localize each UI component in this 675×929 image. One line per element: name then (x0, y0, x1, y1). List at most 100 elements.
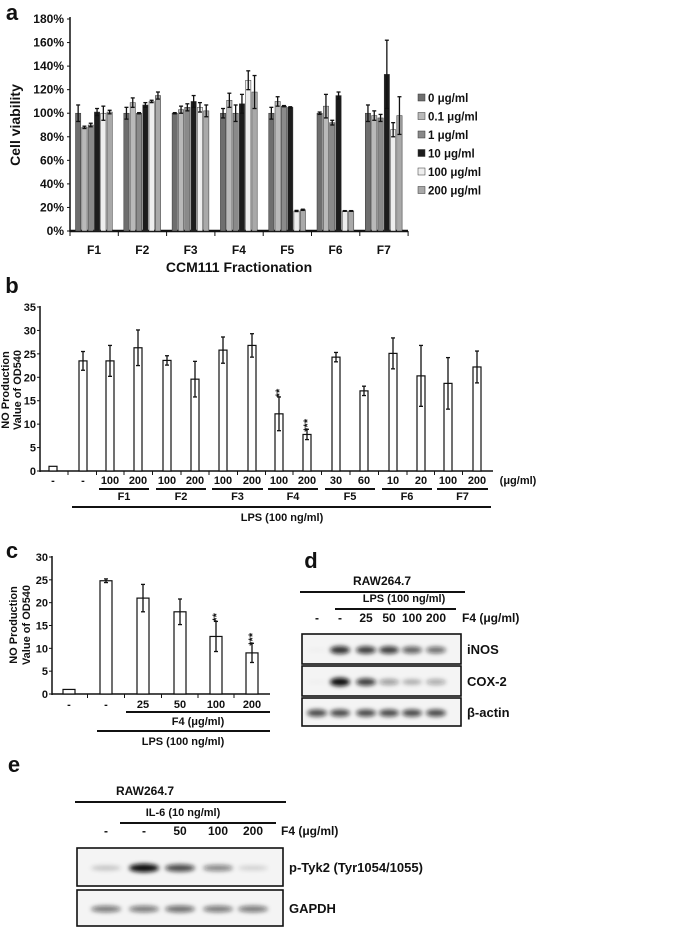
blot-band (426, 679, 446, 685)
legend-label: 0 μg/ml (428, 93, 468, 105)
bar (100, 112, 107, 232)
bar (247, 344, 257, 472)
legend-item: 0 μg/ml (417, 93, 468, 105)
blot-band (129, 863, 159, 873)
lane-label: 100 (402, 611, 422, 625)
bar (197, 107, 203, 232)
error-bar (250, 333, 254, 358)
error-bar (317, 111, 322, 116)
lane-label: 100 (208, 824, 228, 838)
dose-label: 20 (415, 475, 427, 487)
legend-label: 10 μg/ml (428, 149, 475, 161)
blot-strip (301, 665, 462, 697)
lane-label: 200 (426, 611, 446, 625)
bar (359, 390, 369, 472)
bar (226, 100, 233, 232)
bar (136, 112, 142, 232)
dose-label: - (51, 475, 55, 487)
error-bar (252, 74, 257, 110)
bar (184, 107, 191, 232)
treatment-label: LPS (100 ng/ml) (241, 512, 324, 524)
y-tick-label: 25 (36, 575, 48, 587)
blot-row-label: β-actin (467, 705, 510, 720)
error-bar (323, 93, 328, 119)
blot-band (238, 865, 268, 871)
blot-strip (301, 697, 462, 727)
y-axis-title: NO Production (8, 586, 20, 664)
blot-band (203, 864, 233, 872)
x-tick-label: F6 (328, 243, 342, 257)
panel-label-b: b (5, 273, 18, 298)
blot-row-label: GAPDH (289, 901, 336, 916)
error-bar (76, 104, 81, 123)
blot-band (129, 905, 159, 913)
bar (232, 112, 239, 232)
error-bar (143, 101, 148, 108)
error-bar (275, 96, 280, 107)
error-bar (165, 355, 169, 366)
y-tick-label: 15 (24, 396, 36, 408)
dose-unit-label: F4 (μg/ml) (462, 611, 519, 625)
lane-label: - (315, 611, 319, 625)
error-bar (365, 104, 370, 123)
bar (316, 112, 323, 232)
dose-label: 10 (387, 475, 399, 487)
group-label: F3 (231, 491, 244, 503)
y-tick-label: 10 (36, 643, 48, 655)
y-tick-label: 5 (42, 666, 48, 678)
y-axis-title: Value of OD540 (21, 585, 33, 665)
bar (105, 360, 115, 472)
error-bar (384, 39, 389, 110)
y-tick-label: 0 (30, 466, 36, 478)
error-bar (95, 107, 100, 117)
error-bar (349, 209, 354, 212)
y-tick-label: 30 (36, 552, 48, 564)
significance-marker: *** (247, 632, 259, 646)
bar (171, 112, 178, 232)
error-bar (419, 344, 423, 407)
bar (287, 107, 294, 232)
error-bar (475, 350, 479, 384)
legend-swatch (417, 186, 426, 194)
error-bar (246, 70, 251, 91)
dose-label: 60 (358, 475, 370, 487)
bar (329, 122, 336, 232)
blot-band (379, 679, 399, 685)
bar (335, 95, 342, 232)
error-bar (300, 208, 305, 212)
x-tick-label: F1 (87, 243, 101, 257)
blot-strip (76, 847, 284, 887)
bar (62, 688, 76, 695)
y-tick-label: 120% (33, 83, 64, 97)
y-tick-label: 20 (24, 372, 36, 384)
group-label: F4 (μg/ml) (172, 716, 225, 728)
bar (99, 580, 113, 695)
error-bar (378, 113, 383, 123)
dose-label: 200 (298, 475, 316, 487)
error-bar (239, 93, 244, 114)
y-axis-title: Cell viability (7, 84, 23, 166)
dose-label: 100 (101, 475, 119, 487)
dose-label: 50 (174, 699, 186, 711)
y-tick-label: 35 (24, 302, 36, 314)
blot-band (402, 646, 422, 654)
blot-band (356, 646, 376, 654)
error-bar (397, 96, 402, 136)
x-tick-label: F2 (135, 243, 149, 257)
panel-label-d: d (304, 548, 317, 573)
legend-swatch (417, 93, 426, 102)
bar (365, 112, 371, 232)
bar (281, 105, 287, 232)
bar (377, 117, 384, 232)
blot-band (307, 709, 327, 717)
cell-line-label: RAW264.7 (353, 574, 411, 588)
bar (251, 91, 258, 232)
y-tick-label: 25 (24, 349, 36, 361)
y-tick-label: 180% (33, 12, 64, 26)
blot-band (379, 646, 399, 654)
lane-label: 200 (243, 824, 263, 838)
dose-label: - (67, 699, 71, 711)
significance-marker: *** (302, 418, 314, 432)
error-bar (81, 350, 85, 371)
